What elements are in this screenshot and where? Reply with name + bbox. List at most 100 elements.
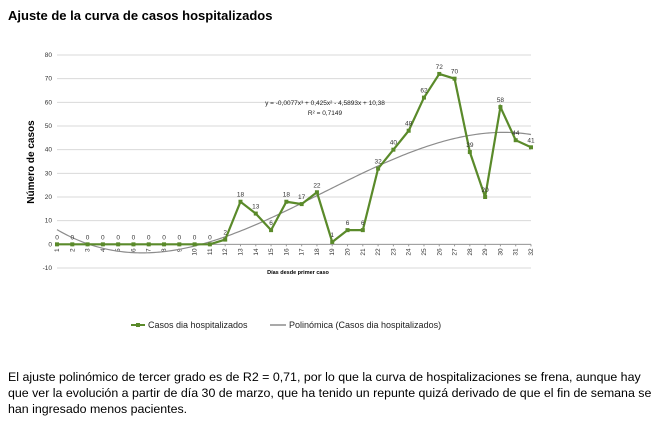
data-point xyxy=(299,202,304,207)
x-tick-label: 8 xyxy=(161,248,168,252)
x-tick-label: 4 xyxy=(100,248,107,252)
data-point xyxy=(314,190,319,195)
data-point xyxy=(498,105,503,110)
data-point xyxy=(513,138,518,143)
x-tick-label: 17 xyxy=(299,248,306,256)
data-point xyxy=(406,128,411,133)
x-tick-label: 18 xyxy=(314,248,321,256)
data-label: 40 xyxy=(390,140,398,147)
series-polyline xyxy=(57,72,532,246)
data-point xyxy=(437,71,442,76)
data-label: 0 xyxy=(193,234,197,241)
page-title: Ajuste de la curva de casos hospitalizad… xyxy=(8,8,273,23)
data-point xyxy=(452,76,457,81)
data-point xyxy=(345,228,350,233)
y-tick-label: 10 xyxy=(45,218,53,225)
data-label: 44 xyxy=(512,130,520,137)
y-tick-label: 0 xyxy=(48,241,52,248)
trendline-path xyxy=(56,131,532,254)
data-point xyxy=(146,242,151,247)
y-tick-label: 70 xyxy=(45,76,53,83)
data-label: 39 xyxy=(466,142,474,149)
data-point xyxy=(391,147,396,152)
data-point xyxy=(177,242,182,247)
x-tick-label: 3 xyxy=(85,248,92,252)
data-label: 0 xyxy=(101,234,105,241)
x-tick-label: 23 xyxy=(390,248,397,256)
data-point xyxy=(131,242,136,247)
data-label: 0 xyxy=(208,234,212,241)
data-point xyxy=(376,166,381,171)
x-tick-label: 9 xyxy=(176,248,183,252)
data-point xyxy=(116,242,121,247)
x-tick-label: 20 xyxy=(345,248,352,256)
data-label: 0 xyxy=(132,234,136,241)
data-label: 18 xyxy=(283,192,291,199)
x-tick-label: 28 xyxy=(467,248,474,256)
x-tick-label: 29 xyxy=(482,248,489,256)
x-tick-label: 15 xyxy=(268,248,275,256)
x-tick-label: 12 xyxy=(222,248,229,256)
data-point xyxy=(162,242,167,247)
data-label: 0 xyxy=(55,234,59,241)
y-tick-label: -10 xyxy=(43,265,53,272)
x-tick-label: 10 xyxy=(192,248,199,256)
data-label: 17 xyxy=(298,194,306,201)
x-axis-ticks: 1 2 3 4 5 6 7 8 9 10 11 12 13 14 15 16 17 18 19 20 21 22 23 24 2… xyxy=(54,244,535,256)
data-point xyxy=(467,150,472,155)
data-label: 1 xyxy=(330,232,334,239)
data-label: 0 xyxy=(162,234,166,241)
trend-r-squared: R² = 0,7149 xyxy=(308,110,343,117)
data-point xyxy=(223,237,228,242)
legend-label-cases: Casos dia hospitalizados xyxy=(148,320,248,330)
data-point xyxy=(483,195,488,199)
series-points xyxy=(55,71,533,247)
data-label: 70 xyxy=(451,69,459,76)
x-tick-label: 22 xyxy=(375,248,382,256)
data-label: 72 xyxy=(436,64,444,71)
trend-equation: y = -0,0077x³ + 0,425x² - 4,5893x + 10,3… xyxy=(265,100,385,107)
data-label: 6 xyxy=(269,220,273,227)
x-tick-label: 19 xyxy=(329,248,336,256)
data-point xyxy=(330,239,335,244)
data-point xyxy=(284,199,289,204)
data-label: 18 xyxy=(237,192,245,199)
data-point xyxy=(207,242,212,247)
legend-trend-line-icon xyxy=(270,324,286,326)
legend-label-trend: Polinómica (Casos dia hospitalizados) xyxy=(289,320,442,330)
x-tick-label: 26 xyxy=(436,248,443,256)
data-point xyxy=(529,145,533,150)
legend-cases-marker-icon xyxy=(131,323,145,327)
x-tick-label: 7 xyxy=(146,248,153,252)
data-label: 20 xyxy=(482,187,490,194)
x-tick-label: 13 xyxy=(237,248,244,256)
data-label: 58 xyxy=(497,97,505,104)
x-tick-label: 25 xyxy=(421,248,428,256)
series-line xyxy=(57,72,532,246)
data-label: 6 xyxy=(346,220,350,227)
data-labels: 0 0 0 0 0 0 0 0 0 0 0 2 18 13 6 18 17 22 1 6 6 32 40 48 62 72 70 39… xyxy=(55,64,535,241)
data-point xyxy=(360,228,365,233)
data-label: 2 xyxy=(223,230,227,237)
x-tick-label: 11 xyxy=(207,248,214,255)
legend-item-cases: Casos dia hospitalizados xyxy=(131,320,248,330)
x-tick-label: 32 xyxy=(528,248,535,256)
x-tick-label: 31 xyxy=(513,248,520,256)
data-label: 6 xyxy=(361,220,365,227)
data-label: 22 xyxy=(313,182,321,189)
data-label: 48 xyxy=(405,121,413,128)
data-point xyxy=(421,95,426,100)
trendline xyxy=(56,131,532,254)
x-tick-label: 24 xyxy=(406,248,413,256)
x-tick-label: 2 xyxy=(69,248,76,252)
y-tick-label: 60 xyxy=(45,99,53,106)
x-tick-label: 5 xyxy=(115,248,122,252)
data-label: 32 xyxy=(374,159,382,166)
x-tick-label: 1 xyxy=(54,248,61,252)
y-axis-title: Número de casos xyxy=(26,120,37,204)
data-point xyxy=(55,242,59,247)
y-tick-label: 80 xyxy=(45,52,53,59)
data-label: 0 xyxy=(116,234,120,241)
x-tick-label: 27 xyxy=(452,248,459,256)
chart-description: El ajuste polinómico de tercer grado es … xyxy=(8,370,652,416)
